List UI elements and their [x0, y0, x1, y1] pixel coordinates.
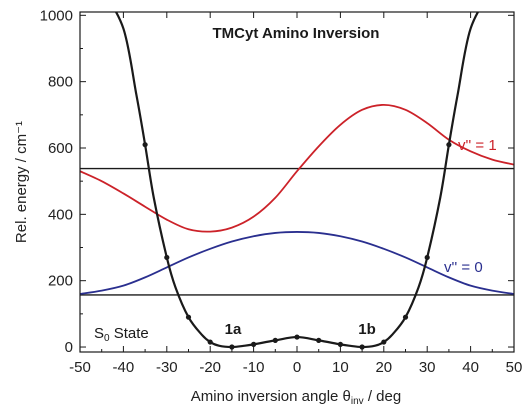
- state-label: S0 State: [94, 325, 149, 344]
- series-line-1: [80, 103, 514, 233]
- x-tick-label: 0: [293, 359, 301, 376]
- x-axis-title: Amino inversion angle θinv / deg: [191, 388, 401, 407]
- x-axis-title-subscript: inv: [351, 396, 364, 407]
- potential-marker: [337, 341, 343, 347]
- potential-marker: [446, 142, 452, 148]
- y-tick-label: 200: [48, 273, 73, 290]
- series-line-0: [80, 231, 514, 295]
- x-tick-label: 20: [375, 359, 392, 376]
- y-axis-title: Rel. energy / cm⁻¹: [13, 121, 30, 243]
- potential-marker: [424, 254, 430, 261]
- plot-frame: [79, 11, 515, 353]
- x-tick-label: -20: [199, 359, 221, 376]
- potential-marker: [359, 344, 365, 350]
- series-group: [80, 103, 514, 295]
- potential-marker: [402, 314, 409, 320]
- series-label-v0: v'' = 0: [444, 259, 483, 276]
- chart-title: TMCyt Amino Inversion: [213, 25, 380, 42]
- potential-marker: [316, 337, 322, 343]
- state-label-subscript: 0: [104, 333, 110, 344]
- x-axis: -50 -40 -30 -20 -10 0 10 20 30 40 50: [69, 12, 522, 376]
- potential-marker: [142, 142, 148, 148]
- x-tick-label: -10: [243, 359, 265, 376]
- potential-marker: [381, 339, 387, 345]
- potential-marker: [294, 334, 300, 340]
- x-tick-label: -50: [69, 359, 91, 376]
- y-tick-label: 1000: [40, 7, 73, 24]
- series-label-v1: v'' = 1: [458, 137, 497, 154]
- x-tick-label: -40: [113, 359, 135, 376]
- y-tick-label: 800: [48, 74, 73, 91]
- energy-levels: [80, 167, 514, 296]
- x-tick-label: 50: [506, 359, 523, 376]
- minimum-label-1b: 1b: [358, 321, 376, 338]
- potential-marker: [164, 254, 170, 261]
- y-tick-label: 0: [65, 339, 73, 356]
- potential-marker: [185, 314, 192, 320]
- x-tick-label: 40: [462, 359, 479, 376]
- minimum-label-1a: 1a: [225, 321, 242, 338]
- y-tick-label: 600: [48, 140, 73, 157]
- potential-marker: [229, 344, 235, 350]
- potential-marker: [207, 339, 213, 345]
- potential-marker: [251, 341, 257, 347]
- potential-markers: [142, 142, 452, 350]
- y-tick-label: 400: [48, 206, 73, 223]
- potential-marker: [272, 337, 278, 343]
- x-tick-label: 30: [419, 359, 436, 376]
- y-axis: 0 200 400 600 800 1000: [40, 7, 514, 356]
- x-tick-label: 10: [332, 359, 349, 376]
- x-tick-label: -30: [156, 359, 178, 376]
